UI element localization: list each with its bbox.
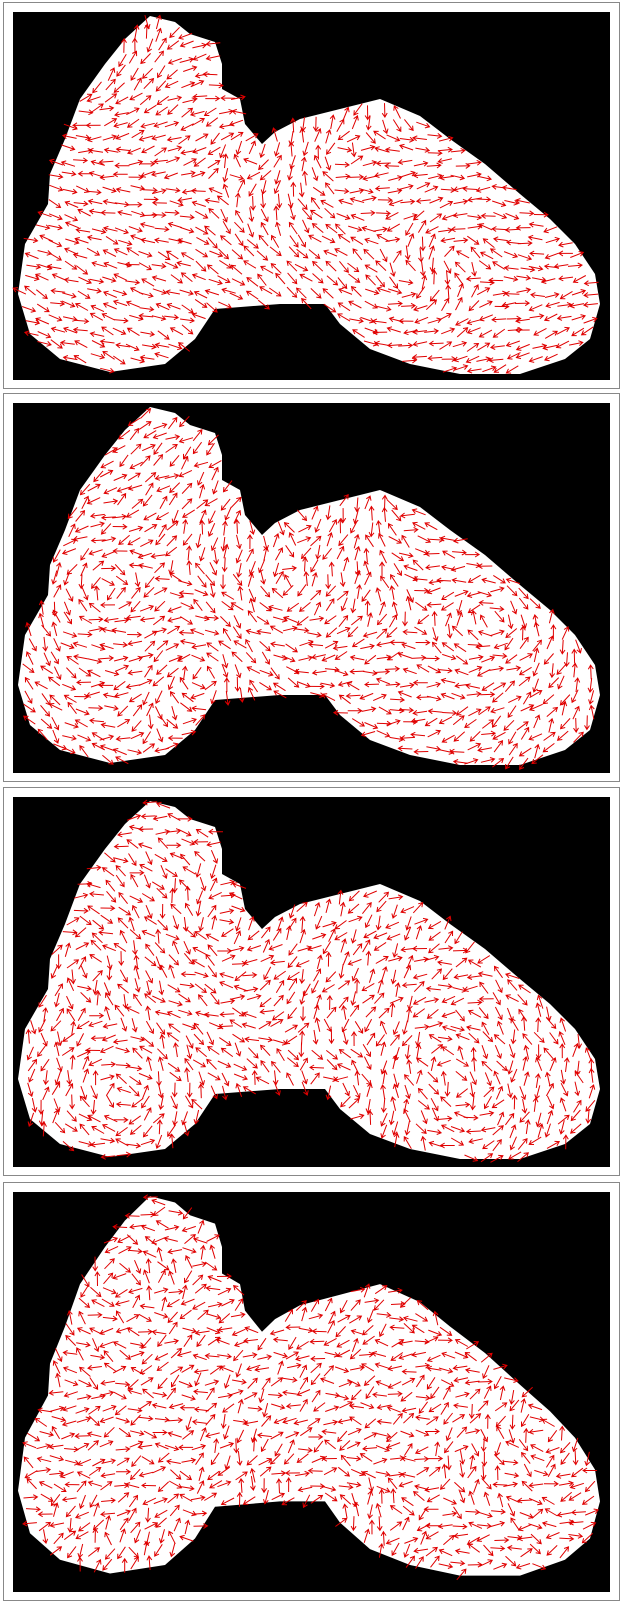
panel <box>4 1183 620 1601</box>
panel <box>4 3 620 389</box>
page: (() => { const data = JSON.parse(documen… <box>0 0 623 1602</box>
figure <box>0 0 623 1602</box>
panel <box>4 788 620 1176</box>
panel <box>4 394 620 782</box>
